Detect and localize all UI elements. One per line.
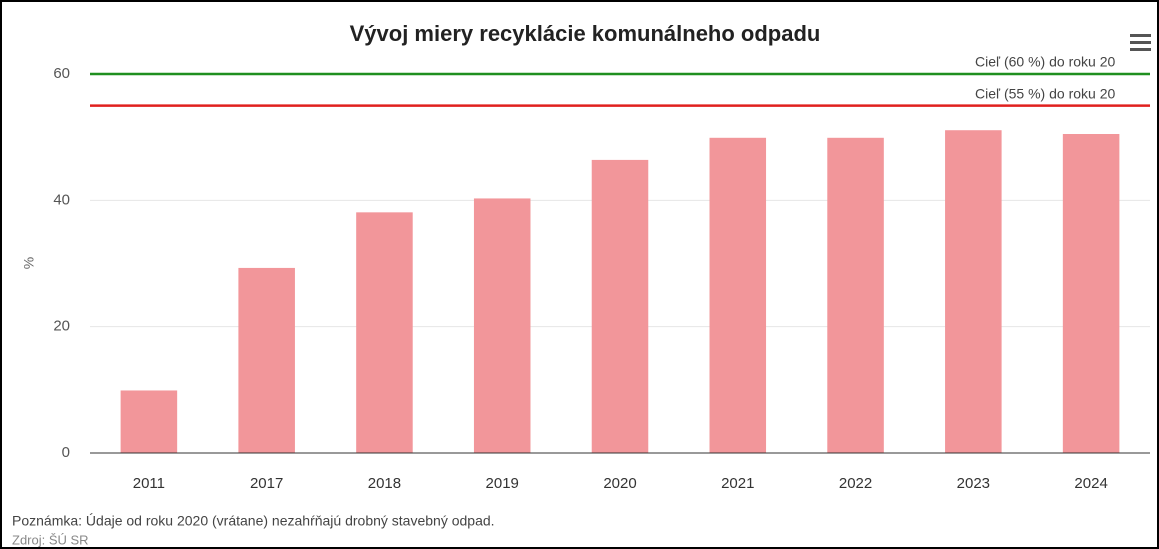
source: Zdroj: ŠÚ SR [12,532,89,547]
y-tick-label: 60 [53,65,70,82]
chart-title: Vývoj miery recyklácie komunálneho odpad… [350,21,821,46]
bar [591,159,649,453]
y-tick-label: 0 [62,444,70,461]
menu-icon[interactable] [1130,34,1151,51]
y-tick-label: 40 [53,191,70,208]
y-axis-label: % [21,257,37,269]
plot-lines: Cieľ (60 %) do roku 20 Cieľ (55 %) do rok… [90,54,1150,107]
x-tick-label: 2011 [133,475,165,492]
y-tick-label: 20 [53,318,70,335]
bar [238,267,295,453]
bar [945,130,1002,454]
bar [709,137,767,453]
target-label: Cieľ (60 %) do roku 20 [975,54,1115,70]
bar [473,198,531,453]
bar [120,390,178,453]
bar [356,212,413,453]
x-tick-label: 2023 [957,475,990,492]
bar [1062,134,1120,453]
note: Poznámka: Údaje od roku 2020 (vrátane) n… [12,513,495,529]
x-tick-label: 2022 [839,475,872,492]
x-tick-label: 2019 [486,475,519,492]
target-label: Cieľ (55 %) do roku 20 [975,85,1115,101]
x-tick-label: 2020 [603,475,636,492]
x-tick-label: 2018 [368,475,401,492]
x-tick-label: 2021 [721,475,754,492]
x-tick-label: 2017 [250,475,283,492]
x-tick-label: 2024 [1074,475,1107,492]
bar [827,137,884,453]
